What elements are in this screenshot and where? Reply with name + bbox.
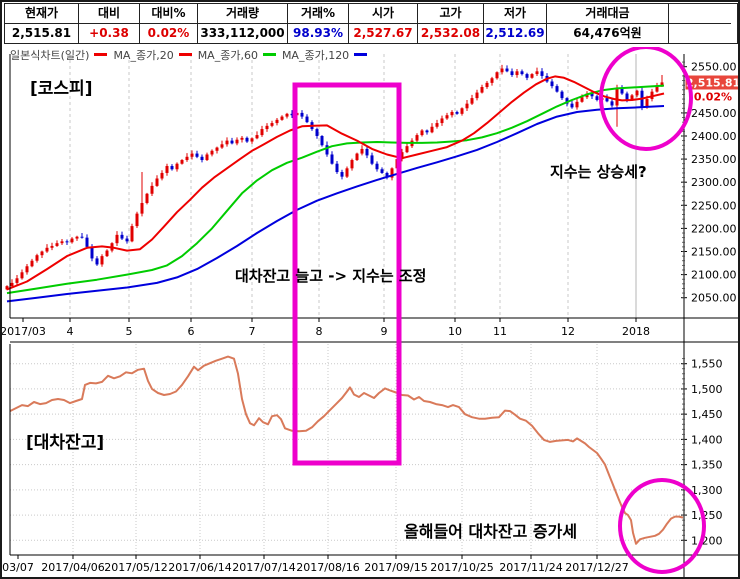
note-uptrend: 지수는 상승세? — [550, 163, 647, 181]
svg-text:12: 12 — [561, 325, 575, 338]
svg-text:9: 9 — [381, 325, 388, 338]
svg-text:2250.00: 2250.00 — [691, 199, 737, 212]
legend-item: MA_종가,20 — [113, 49, 174, 62]
svg-text:2018: 2018 — [622, 325, 650, 338]
svg-text:1,300: 1,300 — [691, 484, 723, 497]
quote-field-value: 333,112,000 — [200, 26, 285, 40]
svg-text:11: 11 — [493, 325, 507, 338]
svg-text:2150.00: 2150.00 — [691, 246, 737, 259]
svg-text:2350.00: 2350.00 — [691, 153, 737, 166]
quote-field-value: 2,515.81 — [11, 26, 72, 40]
quote-field-label: 현재가 — [5, 4, 78, 24]
chart-canvas: 2550.00 2450.00 2400.00 2350.00 2300.00 2250.… — [2, 47, 740, 577]
quote-field: 시가 2,527.67 — [349, 4, 418, 43]
kospi-title: [코스피] — [30, 79, 92, 99]
svg-text:2200.00: 2200.00 — [691, 222, 737, 235]
legend-color-dash-icon — [262, 52, 276, 56]
legend-color-dash-icon — [94, 52, 108, 56]
quote-field-value: 64,476억원 — [573, 26, 642, 40]
legend-color-dash-icon — [354, 52, 368, 56]
quote-header-bar: 현재가 2,515.81 대비 +0.38 대비% 0.02% 거래량 333,112,000… — [4, 3, 738, 44]
chart-legend: 일본식차트(일간) MA_종가,20 MA_종가,60 MA_종가,120 — [10, 47, 373, 62]
svg-text:1,350: 1,350 — [691, 459, 723, 472]
legend-item: MA_종가,120 — [281, 49, 350, 62]
svg-text:2017/05/12: 2017/05/12 — [104, 561, 167, 574]
quote-field-label: 거래량 — [198, 4, 287, 24]
svg-text:2017/10/25: 2017/10/25 — [430, 561, 493, 574]
legend-item: MA_종가,60 — [197, 49, 258, 62]
quote-field-label: 대비 — [79, 4, 139, 24]
quote-field-label: 거래대금 — [547, 4, 668, 24]
svg-text:2017/09/15: 2017/09/15 — [364, 561, 427, 574]
svg-text:4: 4 — [67, 325, 74, 338]
quote-field-value: 2,532.08 — [420, 26, 481, 40]
svg-text:2100.00: 2100.00 — [691, 269, 737, 282]
quote-field-label — [669, 4, 731, 24]
svg-text:8: 8 — [316, 325, 323, 338]
svg-text:2017/07/14: 2017/07/14 — [232, 561, 295, 574]
svg-text:6: 6 — [188, 325, 195, 338]
quote-field-value — [669, 24, 731, 43]
quote-field: 거래% 98.93% — [288, 4, 349, 43]
svg-text:1,500: 1,500 — [691, 383, 723, 396]
quote-field-label: 대비% — [140, 4, 197, 24]
svg-text:2017/03: 2017/03 — [2, 325, 46, 338]
svg-text:1,400: 1,400 — [691, 433, 723, 446]
svg-text:1,200: 1,200 — [691, 534, 723, 547]
loan-balance-title: [대차잔고] — [26, 433, 104, 453]
note-correction: 대차잔고 늘고 -> 지수는 조정 — [235, 267, 426, 285]
quote-field: 대비 +0.38 — [79, 4, 140, 43]
quote-field: 고가 2,532.08 — [418, 4, 484, 43]
quote-field-label: 저가 — [484, 4, 546, 24]
quote-field-value: +0.38 — [89, 26, 129, 40]
svg-text:2550.00: 2550.00 — [691, 61, 737, 74]
chart-type-label: 일본식차트(일간) — [10, 49, 90, 62]
svg-text:2300.00: 2300.00 — [691, 176, 737, 189]
quote-field-value: 98.93% — [293, 26, 343, 40]
quote-field-label: 거래% — [288, 4, 348, 24]
quote-field-value: 2,527.67 — [353, 26, 413, 40]
quote-field-value: 0.02% — [147, 26, 190, 40]
quote-field: 현재가 2,515.81 — [5, 4, 79, 43]
quote-field-label: 고가 — [418, 4, 483, 24]
svg-text:7: 7 — [249, 325, 256, 338]
svg-text:5: 5 — [126, 325, 133, 338]
svg-text:2450.00: 2450.00 — [691, 107, 737, 120]
note-loan-increase: 올해들어 대차잔고 증가세 — [404, 522, 577, 541]
quote-field: 거래량 333,112,000 — [198, 4, 288, 43]
svg-text:2400.00: 2400.00 — [691, 130, 737, 143]
svg-text:2017/12/27: 2017/12/27 — [565, 561, 628, 574]
svg-text:2050.00: 2050.00 — [691, 292, 737, 305]
quote-field: 대비% 0.02% — [140, 4, 198, 43]
quote-field: 저가 2,512.69 — [484, 4, 547, 43]
quote-field-label: 시가 — [349, 4, 417, 24]
svg-text:2017/08/16: 2017/08/16 — [296, 561, 359, 574]
svg-text:2017/11/24: 2017/11/24 — [499, 561, 562, 574]
quote-field: 거래대금 64,476억원 — [547, 4, 669, 43]
svg-text:2017/06/14: 2017/06/14 — [168, 561, 231, 574]
svg-text:2,515.81: 2,515.81 — [686, 76, 740, 89]
svg-text:0.02%: 0.02% — [694, 90, 732, 103]
svg-text:2017/04/06: 2017/04/06 — [41, 561, 104, 574]
quote-field — [669, 4, 731, 43]
svg-text:03/07: 03/07 — [2, 561, 34, 574]
svg-text:10: 10 — [448, 325, 462, 338]
svg-text:1,450: 1,450 — [691, 408, 723, 421]
quote-field-value: 2,512.69 — [485, 26, 545, 40]
svg-text:1,250: 1,250 — [691, 509, 723, 522]
svg-text:1,550: 1,550 — [691, 358, 723, 371]
legend-color-dash-icon — [178, 52, 192, 56]
